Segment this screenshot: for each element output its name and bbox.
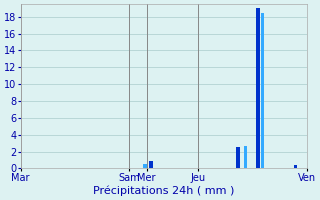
Bar — [236, 147, 240, 168]
Bar — [143, 164, 147, 168]
Bar — [294, 165, 297, 168]
Bar — [261, 13, 264, 168]
Bar — [256, 8, 260, 168]
Bar — [244, 146, 247, 168]
X-axis label: Précipitations 24h ( mm ): Précipitations 24h ( mm ) — [93, 185, 235, 196]
Bar — [149, 161, 153, 168]
